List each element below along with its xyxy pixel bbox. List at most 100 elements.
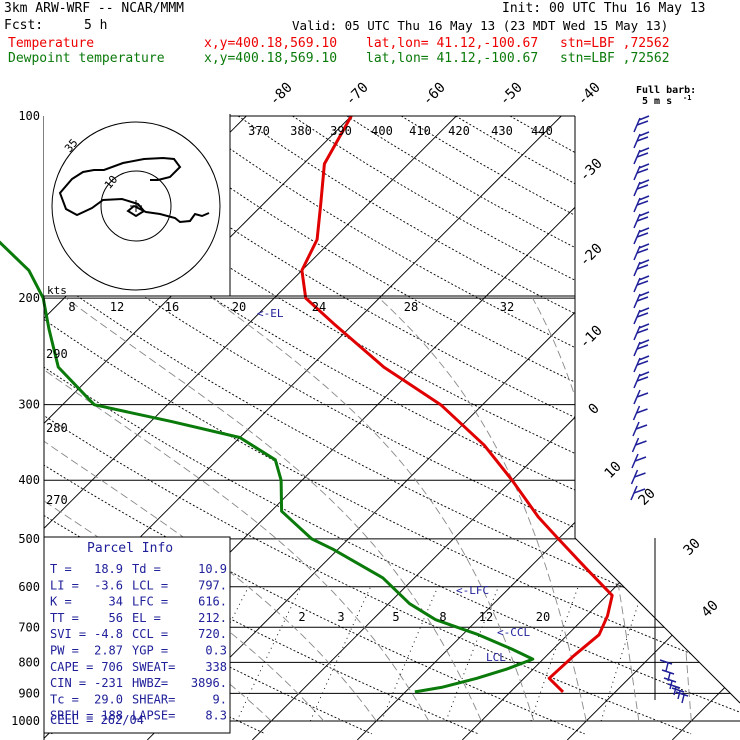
- wind-barb-flag: [638, 275, 650, 281]
- hodo-speed-tick: 16: [165, 300, 179, 314]
- theta-label: 400: [371, 124, 393, 138]
- parcel-row-value-right: 720.: [198, 627, 227, 641]
- isotherm-line: [356, 115, 740, 740]
- parcel-row-value-right: 797.: [198, 578, 227, 592]
- wind-barbs: [630, 115, 689, 704]
- isotherm-line: [251, 115, 740, 740]
- moist-adiabat-line: [532, 297, 640, 722]
- wind-barb-flag: [636, 168, 649, 174]
- isotherm-label: 0: [586, 401, 603, 418]
- left-theta-label: 290: [46, 347, 68, 361]
- mixing-ratio-label: 8: [439, 610, 446, 624]
- wind-barb-flag: [636, 344, 649, 350]
- dry-adiabat-line: [400, 115, 740, 735]
- dry-adiabat-line: [44, 115, 740, 735]
- dry-adiabat-line: [292, 115, 740, 735]
- parcel-row-value-right: 616.: [198, 595, 227, 609]
- wind-barb-flag: [636, 136, 649, 142]
- barb-legend-value: 5 m s: [642, 96, 672, 107]
- hodo-speed-tick: 24: [312, 300, 326, 314]
- lcl-annotation: LCL: [486, 651, 506, 664]
- parcel-row-label-left: T =: [50, 562, 72, 576]
- isotherm-label: 20: [636, 486, 659, 509]
- valid-time: Valid: 05 UTC Thu 16 May 13 (23 MDT Wed …: [292, 18, 669, 33]
- wind-barb-flag: [635, 424, 648, 430]
- parcel-row-value-left: -3.6: [94, 578, 123, 592]
- parcel-row-value-right: 8.3: [205, 709, 227, 723]
- parcel-row-label-right: HWBZ=: [132, 676, 168, 690]
- hodo-speed-tick: 20: [232, 300, 246, 314]
- mixing-ratio-line: [381, 586, 439, 722]
- wind-barb-flag: [634, 456, 647, 462]
- dry-adiabat-line: [346, 115, 740, 735]
- parcel-info-title: Parcel Info: [87, 541, 173, 556]
- wind-barb-flag: [636, 248, 649, 254]
- barb-legend-unit: -1: [683, 94, 691, 102]
- parcel-row-value-right: 338: [205, 660, 227, 674]
- temperature-legend: Temperature: [8, 36, 95, 51]
- theta-label: 390: [330, 124, 352, 138]
- wind-barb-flag: [636, 328, 649, 334]
- mixing-ratio-label: 20: [536, 610, 550, 624]
- dewpoint-xy: x,y=400.18,569.10: [204, 51, 338, 66]
- moist-adiabat-line: [212, 297, 535, 722]
- moist-adiabat-line: [44, 297, 377, 722]
- mixing-ratio-line: [600, 586, 645, 722]
- hodograph-background: [44, 114, 230, 296]
- wind-barb-flag: [638, 163, 650, 169]
- parcel-row-label-right: YGP =: [132, 644, 168, 658]
- wind-barb-flag: [636, 232, 649, 238]
- wind-barb-flag: [673, 686, 677, 696]
- isotherm-label: -40: [575, 80, 604, 109]
- parcel-row-label-right: Td =: [132, 562, 161, 576]
- parcel-row-value-left: -231: [94, 676, 123, 690]
- wind-barb-flag: [638, 355, 650, 361]
- parcel-row-label-left: SVI =: [50, 627, 86, 641]
- pressure-tick-label: 1000: [11, 714, 40, 728]
- isotherm-line: [566, 115, 740, 740]
- wind-barb-flag: [638, 371, 650, 377]
- mixing-ratio-label: 12: [479, 610, 493, 624]
- wind-barb-flag: [636, 376, 649, 382]
- wind-barb-flag: [636, 200, 649, 206]
- wind-barb-staff: [661, 669, 675, 675]
- parcel-row-value-right: 9.: [213, 692, 227, 706]
- moist-adiabat-line: [378, 297, 587, 722]
- wind-barb-flag: [635, 440, 647, 446]
- moist-adiabat-line: [44, 297, 430, 722]
- wind-barb-staff: [659, 659, 673, 665]
- lfc-annotation: <-LFC: [456, 584, 489, 597]
- ccl-annotation: <-CCL: [497, 626, 530, 639]
- wind-barb-flag: [636, 312, 649, 318]
- wind-barb-flag: [638, 131, 650, 137]
- hodograph-outer-ring: [51, 121, 221, 291]
- parcel-row-label-right: LFC =: [132, 595, 168, 609]
- wind-barb-flag: [638, 147, 650, 153]
- dewpoint-legend: Dewpoint temperature: [8, 51, 165, 66]
- parcel-row-value-left: 29.0: [94, 692, 123, 706]
- forecast-label: Fcst:: [4, 18, 44, 33]
- left-theta-label: 270: [46, 493, 68, 507]
- isotherm-label: -70: [343, 80, 372, 109]
- parcel-row-label-left: SREH =: [50, 709, 93, 723]
- wind-barb-flag: [638, 195, 650, 201]
- theta-label: 410: [409, 124, 431, 138]
- parcel-row-value-right: 10.9: [198, 562, 227, 576]
- wind-barb-flag: [636, 120, 649, 126]
- isotherm-label: -80: [267, 80, 296, 109]
- wind-barb-flag: [638, 227, 650, 233]
- theta-label: 430: [491, 124, 513, 138]
- dewpoint-profile-line: [0, 240, 535, 694]
- temperature-station: stn=LBF ,72562: [560, 36, 670, 51]
- mixing-ratio-line: [530, 586, 579, 722]
- mixing-ratio-line: [236, 586, 302, 722]
- wind-barb-flag: [638, 179, 650, 185]
- wind-barb-flag: [636, 296, 649, 302]
- parcel-row-value-right: 0.3: [205, 644, 227, 658]
- isotherm-label: -20: [577, 241, 606, 270]
- hodograph-trace: [58, 156, 210, 224]
- parcel-row-label-left: CAPE =: [50, 660, 93, 674]
- wind-barb-flag: [638, 211, 650, 217]
- wind-barb-flag: [636, 264, 649, 270]
